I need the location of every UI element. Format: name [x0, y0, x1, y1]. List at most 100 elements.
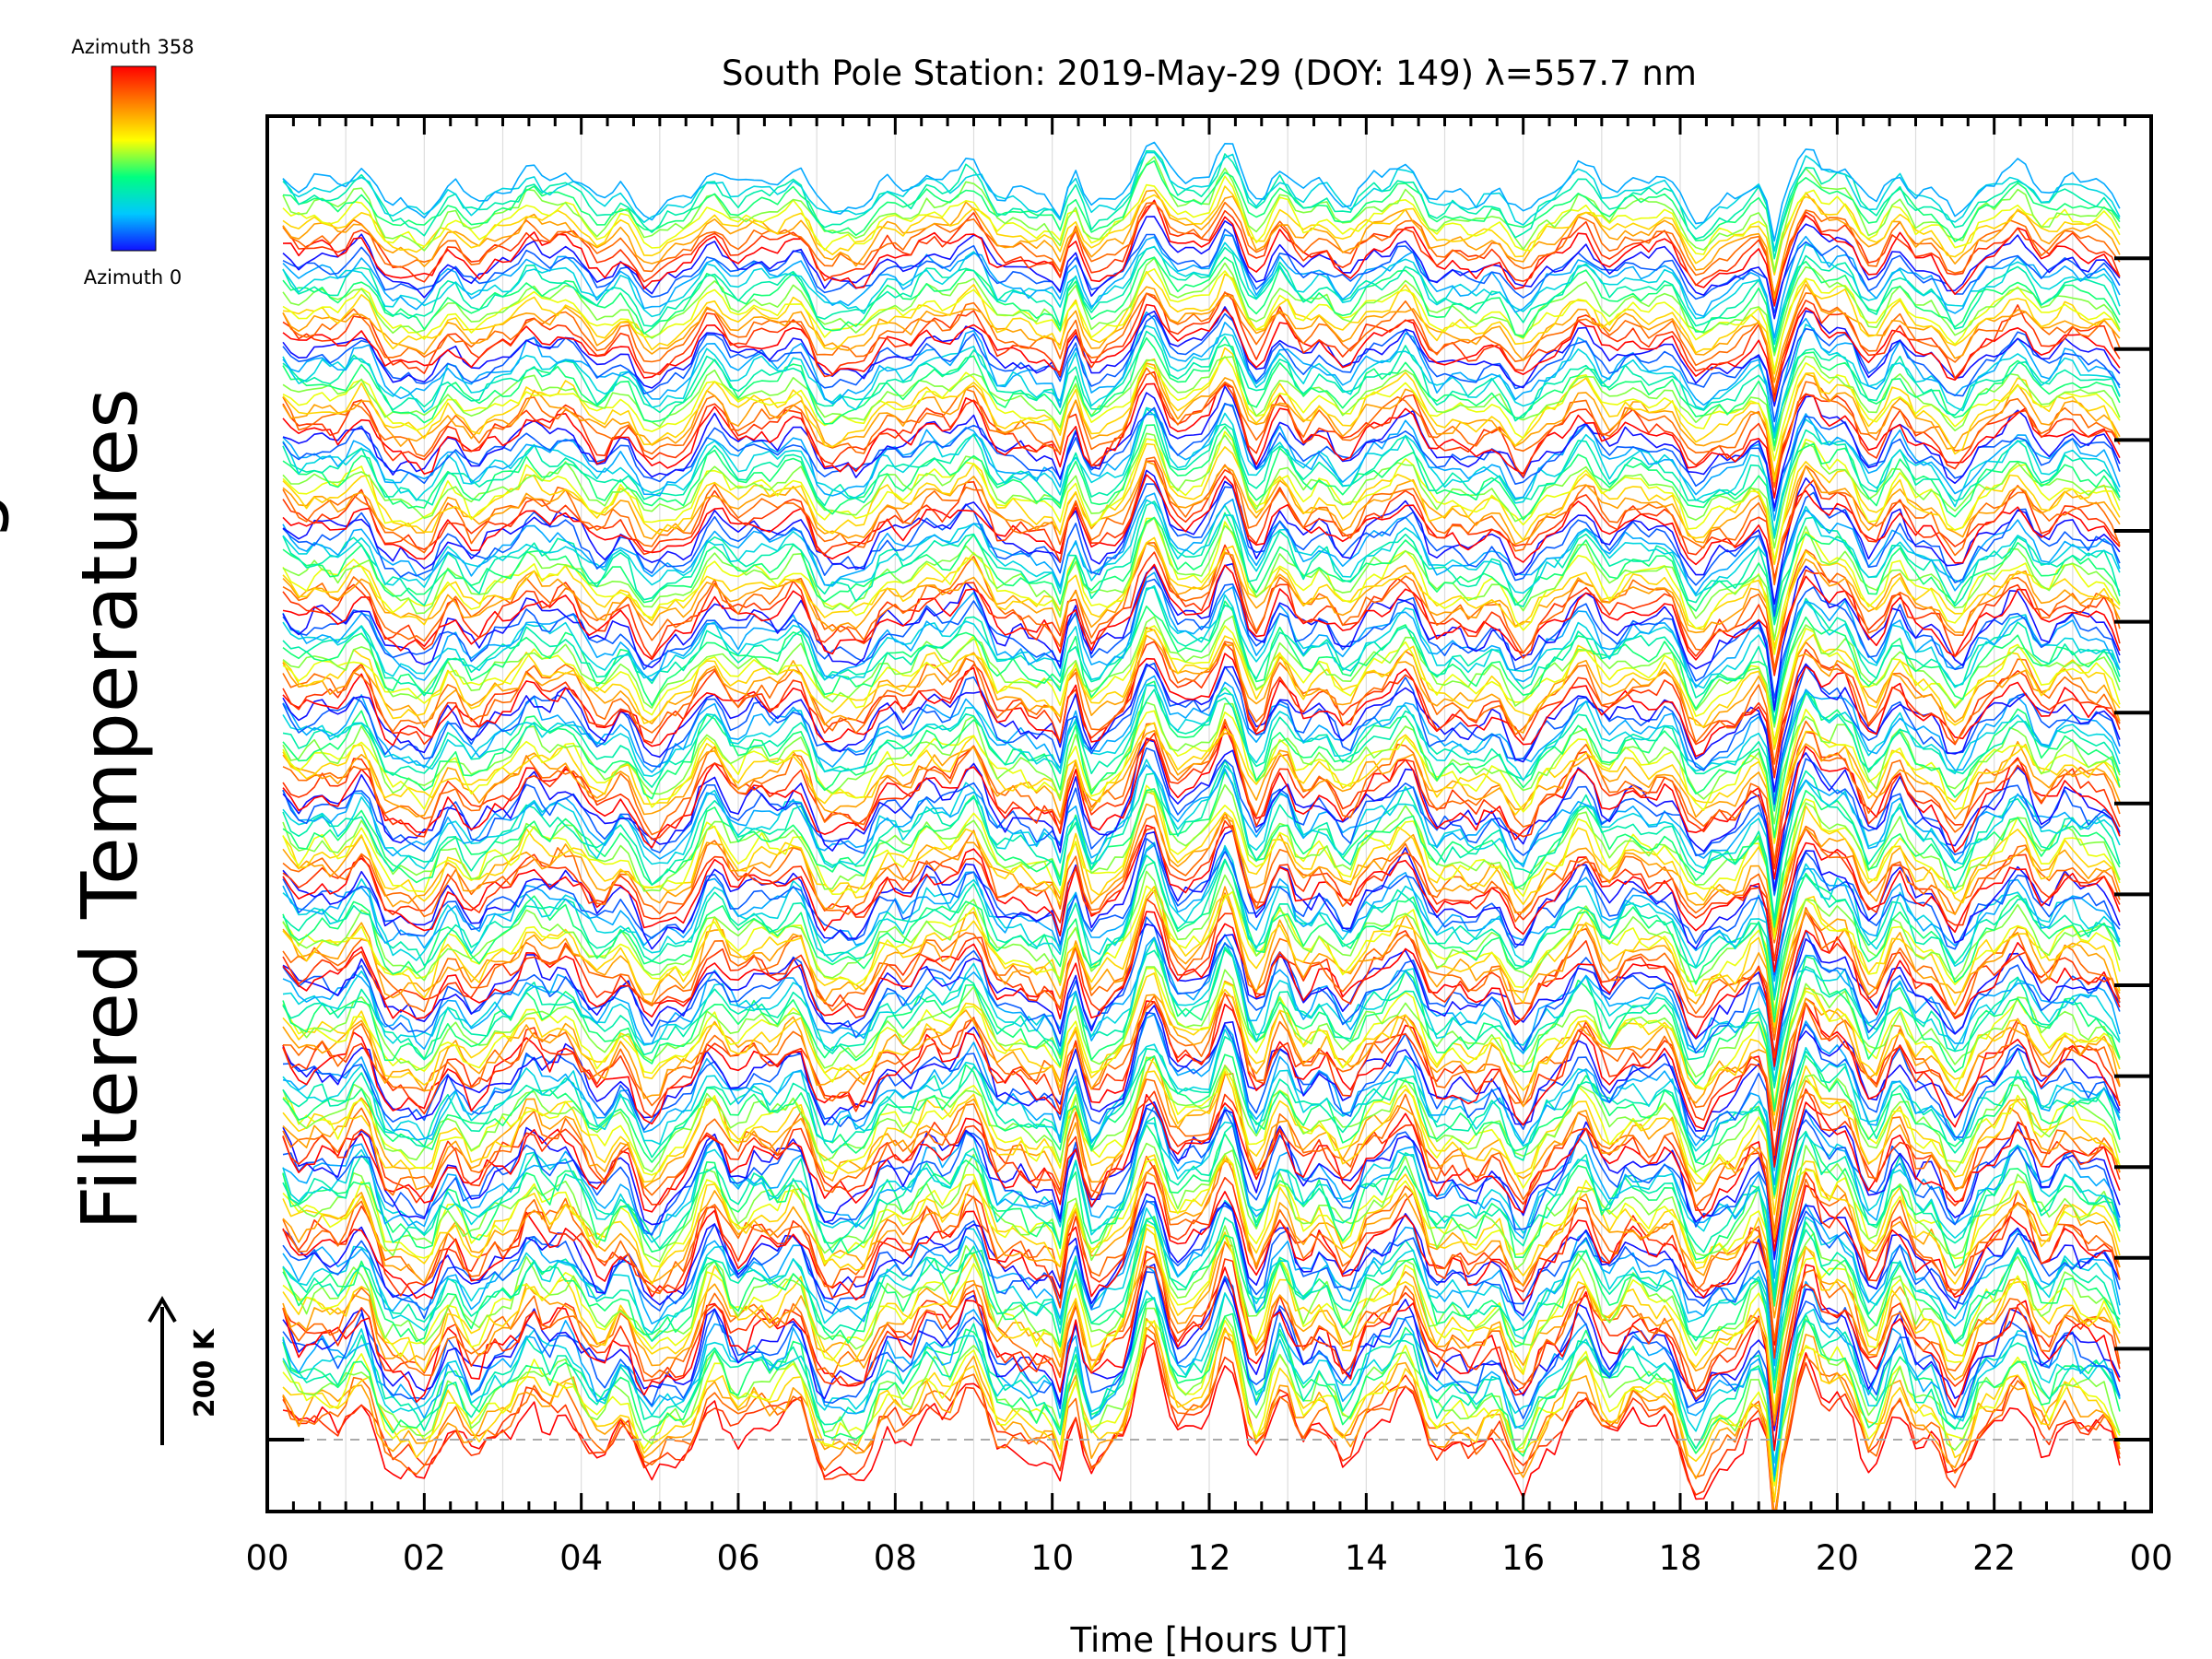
- series-line: [282, 725, 2121, 880]
- series-line: [282, 403, 2121, 522]
- series-line: [282, 1029, 2121, 1171]
- series-line: [282, 1121, 2121, 1290]
- series-line: [282, 688, 2121, 812]
- series-line: [282, 141, 2121, 242]
- series-line: [282, 1053, 2121, 1195]
- series-line: [282, 201, 2121, 297]
- series-line: [282, 1065, 2121, 1216]
- x-tick-labels: 00 02 04 06 08 10 12 14 16 18 20 22 00: [245, 1538, 2172, 1578]
- series-line: [282, 367, 2121, 488]
- series-line: [282, 819, 2121, 962]
- series-line: [282, 1105, 2121, 1279]
- x-tick-label: 20: [1816, 1538, 1859, 1578]
- series-line: [282, 854, 2121, 1001]
- series-line: [282, 870, 2121, 1015]
- series-line: [282, 291, 2121, 402]
- series-line: [282, 1142, 2121, 1294]
- series-line: [282, 1227, 2121, 1414]
- x-tick-label: 08: [874, 1538, 917, 1578]
- series-line: [282, 994, 2121, 1132]
- series-line: [282, 536, 2121, 647]
- x-tick-label: 06: [716, 1538, 759, 1578]
- series-line: [282, 1201, 2121, 1343]
- series-line: [282, 629, 2121, 750]
- series-line: [282, 600, 2121, 724]
- series-line: [282, 563, 2121, 677]
- series-line: [282, 934, 2121, 1071]
- series-line: [282, 199, 2121, 307]
- series-line: [282, 270, 2121, 375]
- series-line: [282, 1093, 2121, 1252]
- y-axis-label-partial: g: [0, 491, 11, 540]
- series-line: [282, 783, 2121, 926]
- series-line: [282, 1265, 2121, 1477]
- series-line: [282, 571, 2121, 706]
- series-line: [282, 803, 2121, 934]
- series-line: [282, 347, 2121, 483]
- series-line: [282, 1289, 2121, 1464]
- chart-title: South Pole Station: 2019-May-29 (DOY: 14…: [722, 53, 1697, 93]
- series-line: [282, 355, 2121, 462]
- series-line: [282, 824, 2121, 972]
- series-line: [282, 355, 2121, 452]
- series-line: [282, 844, 2121, 982]
- series-line: [282, 234, 2121, 339]
- x-tick-label: 00: [245, 1538, 288, 1578]
- series-line: [282, 1056, 2121, 1199]
- series-line: [282, 336, 2121, 447]
- series-line: [282, 1341, 2121, 1512]
- series-line: [282, 268, 2121, 372]
- series-line: [282, 966, 2121, 1110]
- series-line: [282, 432, 2121, 549]
- series-line: [282, 517, 2121, 655]
- series-line: [282, 992, 2121, 1157]
- series-line: [282, 469, 2121, 606]
- series-line: [282, 303, 2121, 398]
- series-line: [282, 936, 2121, 1083]
- series-line: [282, 911, 2121, 1067]
- series-line: [282, 747, 2121, 896]
- series-line: [282, 1193, 2121, 1345]
- series-line: [282, 159, 2121, 252]
- series-line: [282, 311, 2121, 433]
- x-tick-label: 02: [403, 1538, 446, 1578]
- series-line: [282, 718, 2121, 863]
- series-line: [282, 1307, 2121, 1481]
- series-line: [282, 1073, 2121, 1232]
- x-tick-label: 00: [2129, 1538, 2172, 1578]
- series-line: [282, 542, 2121, 651]
- series-line: [282, 150, 2121, 260]
- series-line: [282, 841, 2121, 996]
- series-line: [282, 684, 2121, 800]
- y-axis-label: Filtered Temperatures: [65, 388, 155, 1230]
- series-line: [282, 653, 2121, 779]
- series-line: [282, 662, 2121, 806]
- series-line: [282, 312, 2121, 423]
- series-line: [282, 1319, 2121, 1487]
- series-line: [282, 916, 2121, 1064]
- series-line: [282, 362, 2121, 478]
- x-tick-label: 04: [559, 1538, 603, 1578]
- series-line: [282, 1241, 2121, 1422]
- series-line: [282, 330, 2121, 436]
- series-line: [282, 680, 2121, 839]
- series-line: [282, 246, 2121, 346]
- series-line: [282, 1292, 2121, 1480]
- series-line: [282, 722, 2121, 842]
- x-tick-label: 10: [1030, 1538, 1074, 1578]
- x-tick-label: 18: [1658, 1538, 1701, 1578]
- series-line: [282, 257, 2121, 357]
- series-line: [282, 634, 2121, 743]
- scale-bar-label: 200 K: [189, 1327, 221, 1418]
- series-line: [282, 385, 2121, 509]
- series-line: [282, 256, 2121, 353]
- series-line: [282, 542, 2121, 670]
- series-line: [282, 1271, 2121, 1449]
- series-line: [282, 151, 2121, 253]
- scale-bar: 200 K: [147, 1296, 221, 1445]
- x-tick-label: 16: [1501, 1538, 1545, 1578]
- series-line: [282, 456, 2121, 586]
- series-line: [282, 898, 2121, 1059]
- series-line: [282, 430, 2121, 561]
